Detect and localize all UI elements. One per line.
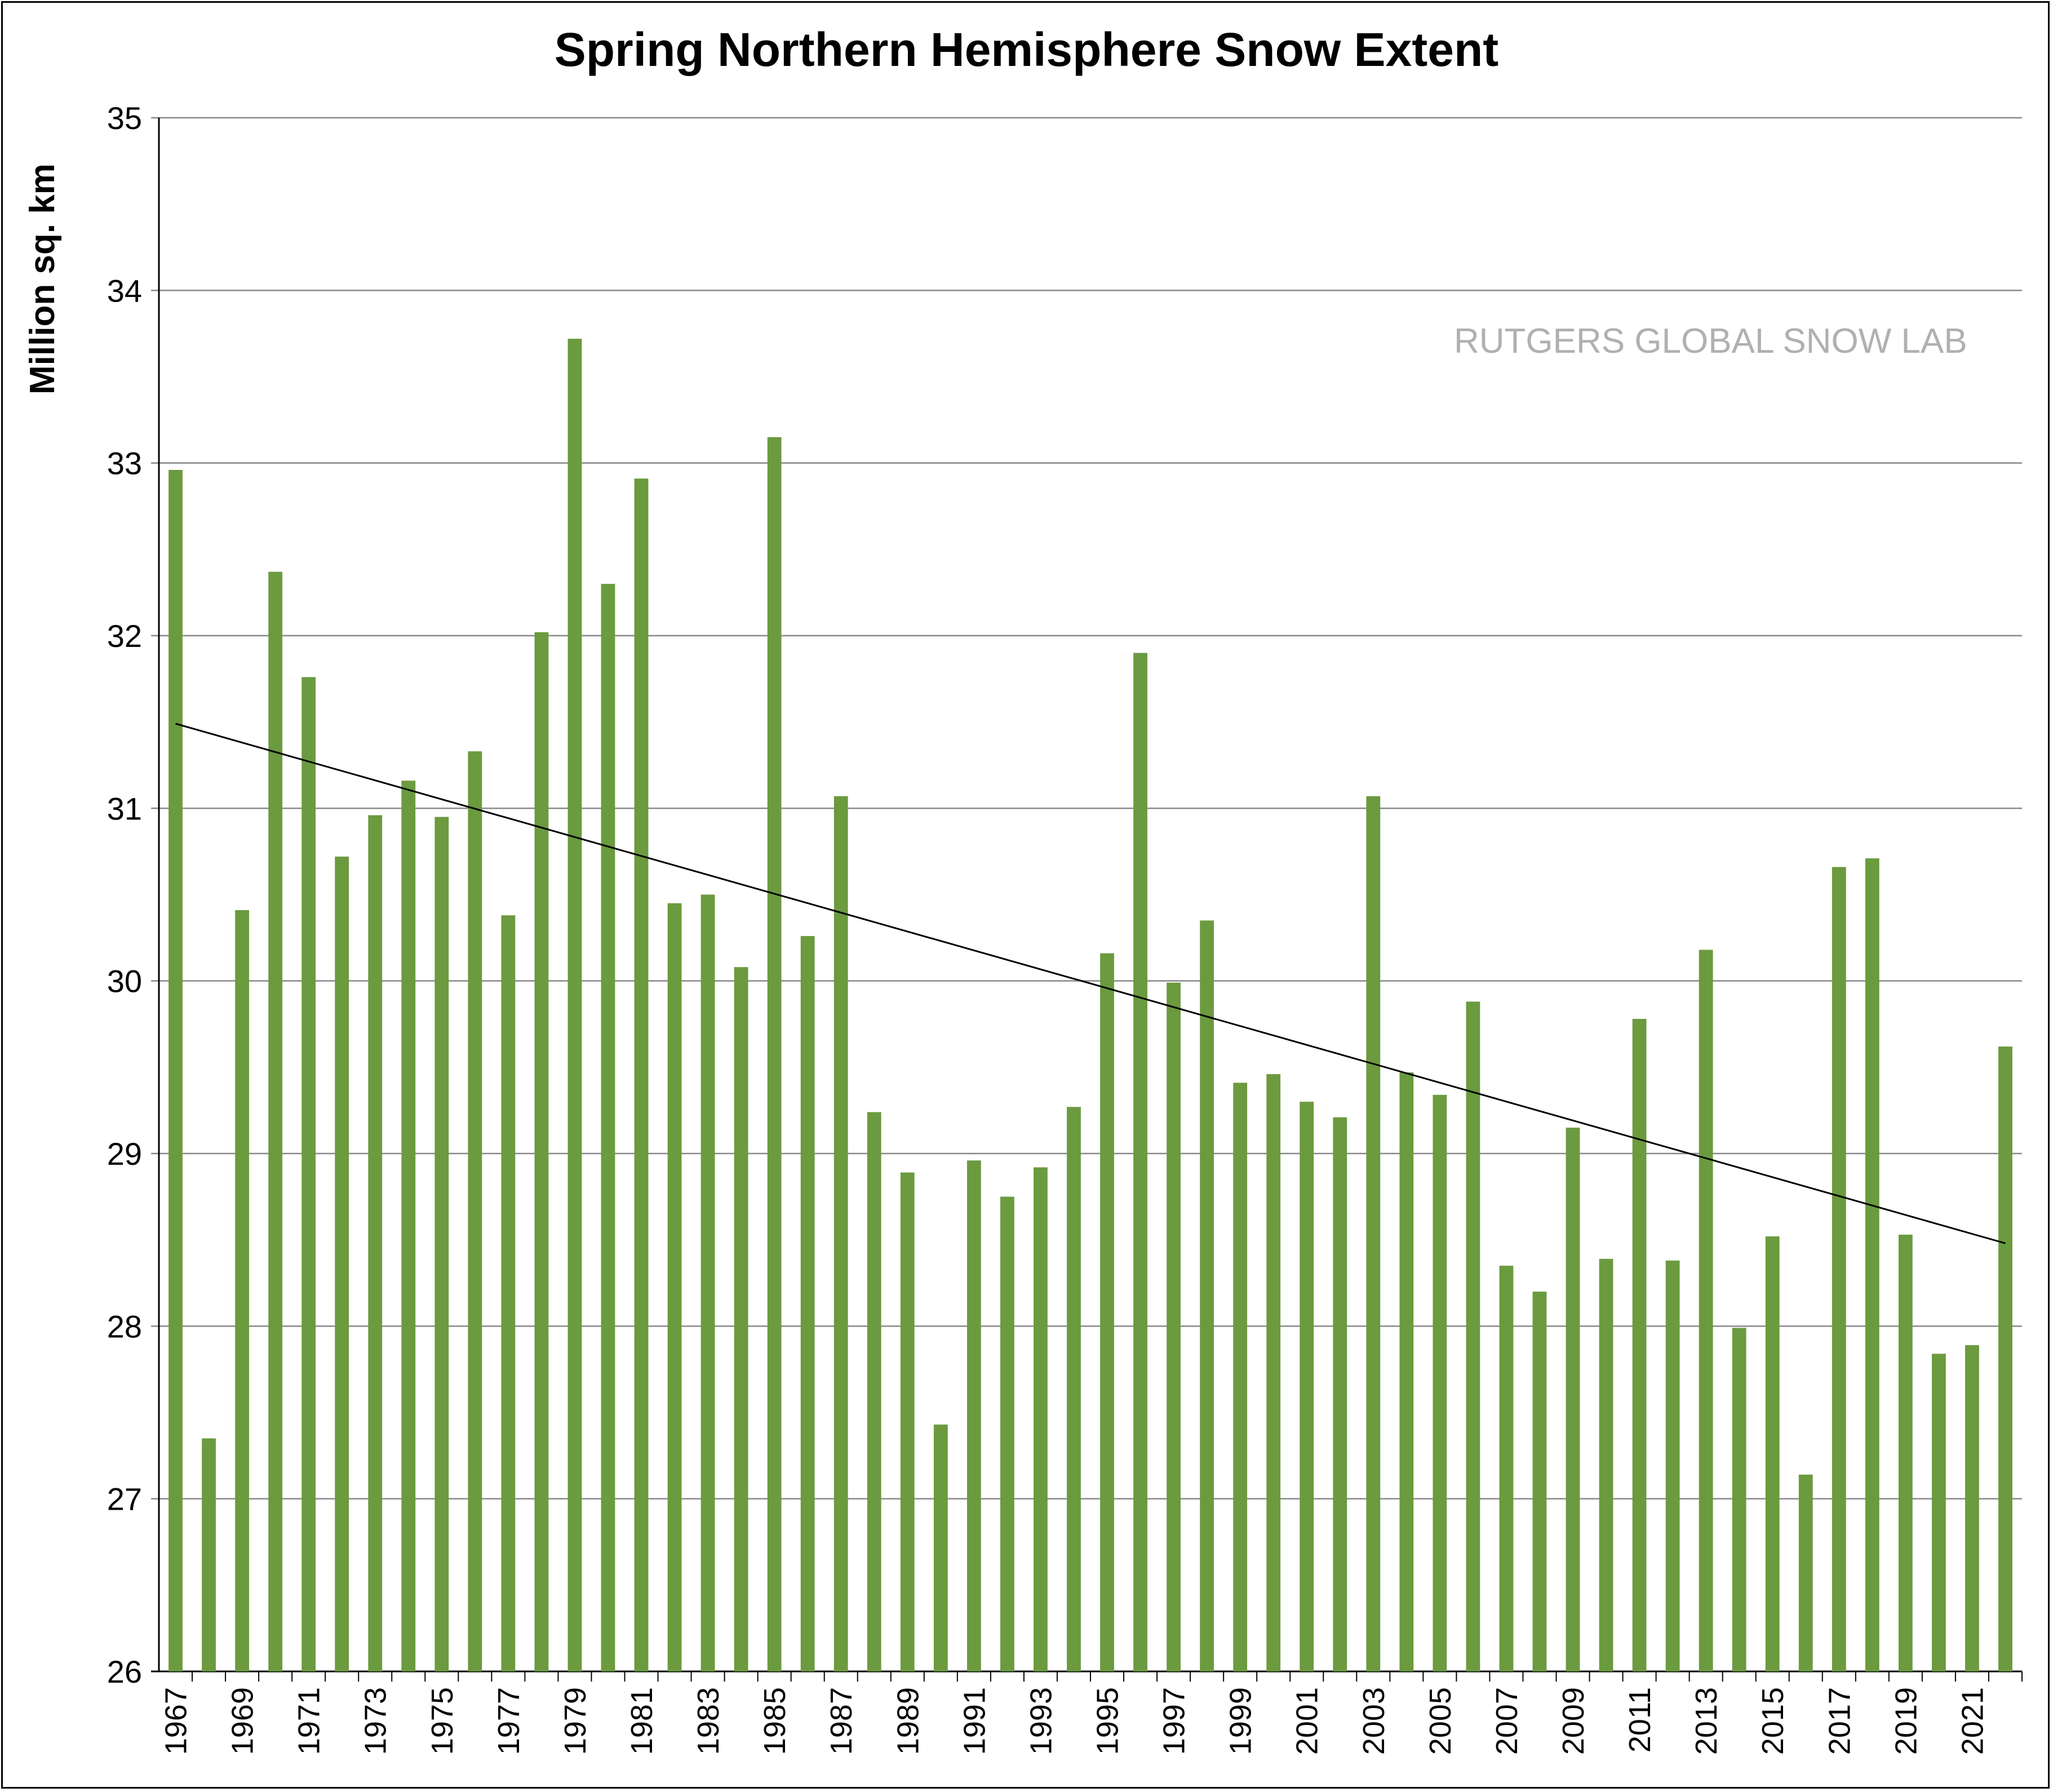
y-tick-label: 35 <box>107 100 142 136</box>
x-tick-label: 2021 <box>1956 1687 1989 1755</box>
chart-title: Spring Northern Hemisphere Snow Extent <box>554 23 1499 76</box>
bar-2005 <box>1433 1094 1447 1671</box>
bar-1979 <box>567 339 582 1671</box>
x-tick-label: 2001 <box>1291 1687 1324 1755</box>
bar-1972 <box>335 857 349 1671</box>
x-tick-label: 1969 <box>226 1687 260 1755</box>
x-tick-label: 1991 <box>957 1687 991 1755</box>
x-tick-label: 1987 <box>824 1687 858 1755</box>
x-tick-label: 1977 <box>492 1687 526 1755</box>
y-tick-label: 32 <box>107 618 142 654</box>
bar-1987 <box>833 796 848 1671</box>
bar-1971 <box>301 677 316 1671</box>
x-tick-label: 2003 <box>1357 1687 1391 1755</box>
x-tick-label: 1989 <box>891 1687 925 1755</box>
bar-1995 <box>1100 953 1114 1671</box>
y-tick-label: 27 <box>107 1481 142 1517</box>
x-tick-label: 1993 <box>1024 1687 1058 1755</box>
bar-2015 <box>1765 1236 1780 1671</box>
bar-2022 <box>1998 1046 2012 1671</box>
bar-1981 <box>634 478 649 1671</box>
x-tick-label: 1971 <box>292 1687 326 1755</box>
bar-2001 <box>1300 1102 1314 1671</box>
bar-1977 <box>501 915 516 1671</box>
bar-2006 <box>1466 1001 1480 1671</box>
bar-1967 <box>169 469 183 1672</box>
bar-1975 <box>434 817 449 1671</box>
bar-1992 <box>1000 1196 1014 1671</box>
y-tick-label: 29 <box>107 1136 142 1172</box>
bar-2007 <box>1499 1266 1514 1671</box>
y-tick-label: 33 <box>107 446 142 481</box>
bar-1973 <box>368 815 383 1671</box>
x-tick-label: 2011 <box>1623 1687 1657 1753</box>
bar-2002 <box>1333 1117 1347 1671</box>
bar-1968 <box>202 1438 216 1671</box>
bar-1984 <box>734 967 748 1671</box>
x-tick-label: 1985 <box>758 1687 792 1755</box>
bar-1993 <box>1034 1167 1048 1671</box>
x-tick-label: 1979 <box>558 1687 592 1755</box>
bar-1982 <box>667 903 682 1671</box>
bar-2016 <box>1798 1474 1813 1671</box>
y-tick-label: 28 <box>107 1308 142 1344</box>
x-tick-label: 1981 <box>625 1687 659 1755</box>
x-tick-label: 1975 <box>425 1687 459 1755</box>
x-tick-label: 2019 <box>1889 1687 1923 1755</box>
bar-1980 <box>601 584 615 1671</box>
x-tick-label: 2005 <box>1424 1687 1457 1755</box>
bar-1998 <box>1200 920 1214 1671</box>
bar-2011 <box>1632 1019 1647 1671</box>
x-tick-label: 1973 <box>359 1687 393 1755</box>
bar-2020 <box>1932 1354 1946 1671</box>
x-tick-label: 1983 <box>691 1687 725 1755</box>
bar-1985 <box>767 437 782 1671</box>
x-tick-label: 1999 <box>1224 1687 1258 1755</box>
bar-1978 <box>534 632 549 1671</box>
bar-1989 <box>900 1172 915 1671</box>
y-tick-label: 26 <box>107 1654 142 1689</box>
bar-1997 <box>1167 982 1181 1671</box>
bar-2014 <box>1732 1328 1746 1671</box>
x-tick-label: 2017 <box>1823 1687 1856 1755</box>
bar-1996 <box>1133 653 1147 1671</box>
bar-2000 <box>1266 1074 1281 1671</box>
watermark: RUTGERS GLOBAL SNOW LAB <box>1454 322 1967 361</box>
trendline <box>175 722 2006 1244</box>
bar-1988 <box>867 1112 881 1671</box>
bar-1976 <box>468 751 482 1671</box>
bar-2013 <box>1699 950 1713 1671</box>
x-tick-label: 2009 <box>1557 1687 1590 1755</box>
bar-1991 <box>966 1160 981 1671</box>
bar-2008 <box>1532 1292 1547 1671</box>
bar-2003 <box>1366 796 1381 1671</box>
x-tick-label: 1997 <box>1158 1687 1191 1755</box>
bar-1969 <box>235 910 249 1671</box>
y-tick-label: 34 <box>107 273 142 308</box>
x-tick-label: 2007 <box>1490 1687 1524 1755</box>
bar-2012 <box>1665 1260 1680 1671</box>
bar-1999 <box>1233 1083 1248 1671</box>
bar-2010 <box>1599 1258 1613 1671</box>
bar-1994 <box>1067 1107 1081 1671</box>
x-tick-label: 2013 <box>1690 1687 1723 1755</box>
bar-1986 <box>800 936 815 1671</box>
bar-2017 <box>1832 867 1846 1671</box>
bar-2004 <box>1399 1072 1414 1671</box>
bar-2019 <box>1898 1234 1913 1671</box>
x-tick-label: 1967 <box>159 1687 193 1755</box>
bar-1974 <box>401 780 416 1671</box>
bar-2009 <box>1566 1128 1580 1671</box>
y-tick-label: 30 <box>107 964 142 999</box>
x-tick-label: 2015 <box>1756 1687 1790 1755</box>
bar-2018 <box>1865 858 1879 1671</box>
bar-1970 <box>268 571 283 1671</box>
bar-1990 <box>933 1424 948 1671</box>
y-tick-label: 31 <box>107 791 142 826</box>
x-tick-label: 1995 <box>1091 1687 1125 1755</box>
bar-1983 <box>700 894 715 1671</box>
bar-2021 <box>1965 1345 1979 1671</box>
